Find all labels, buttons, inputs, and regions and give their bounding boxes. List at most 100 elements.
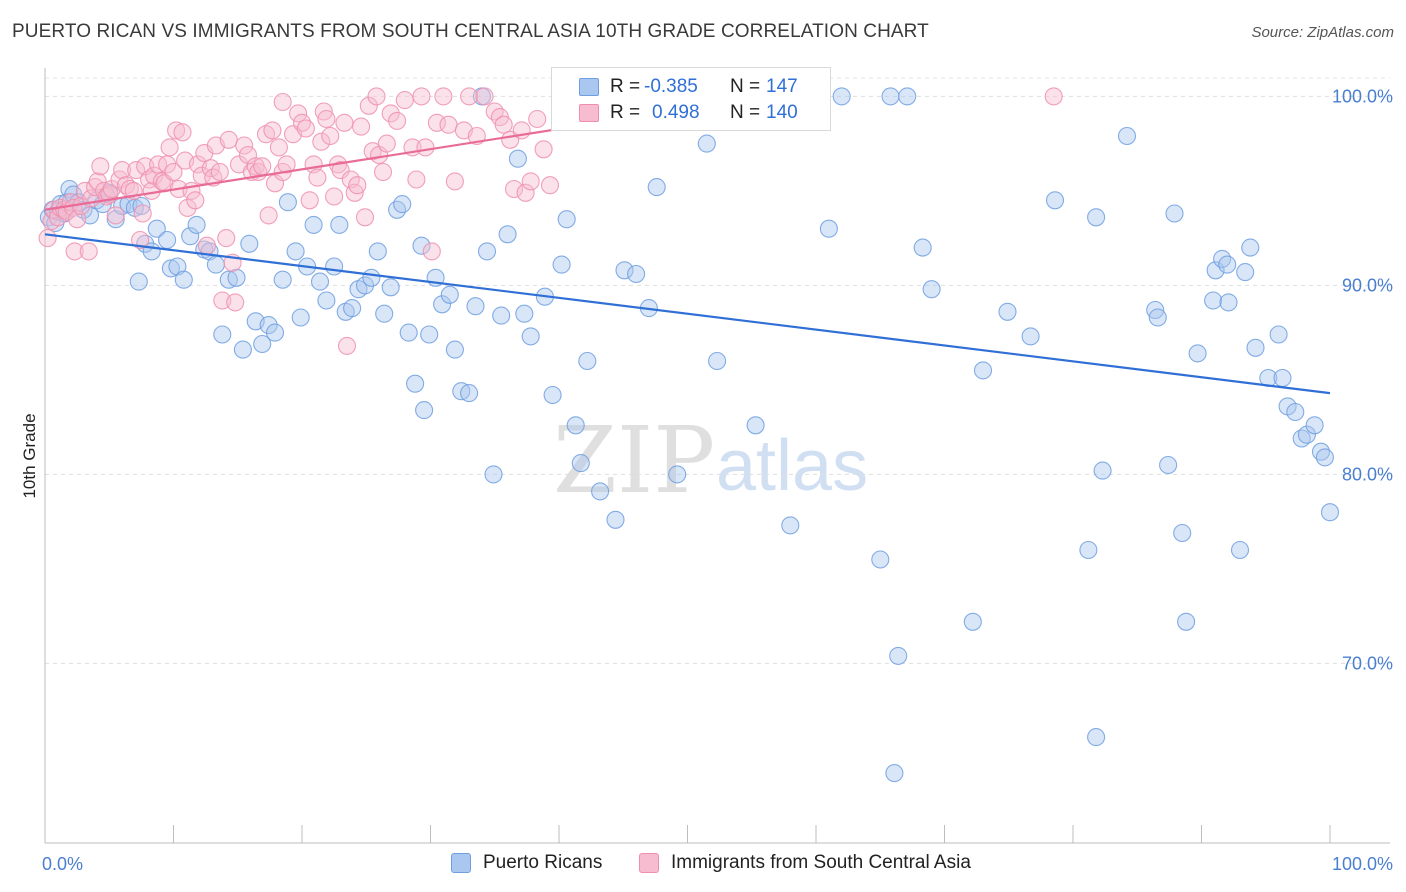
data-point <box>375 304 394 323</box>
data-point <box>819 219 838 238</box>
data-point <box>265 323 285 342</box>
data-point <box>566 416 585 435</box>
data-point <box>304 215 323 234</box>
data-point <box>1230 540 1250 560</box>
legend-n-value: 147 <box>766 76 798 97</box>
data-point <box>269 138 288 157</box>
data-point <box>289 104 308 123</box>
data-point <box>310 272 330 291</box>
data-point <box>1305 416 1324 435</box>
data-point <box>296 119 315 138</box>
data-point <box>355 208 375 227</box>
data-point <box>885 764 904 783</box>
data-point <box>406 374 425 393</box>
data-point <box>308 168 327 187</box>
data-point <box>606 510 625 529</box>
legend-r-value: 0.498 <box>652 102 700 123</box>
legend-n-label: N = <box>730 102 761 123</box>
data-point <box>393 195 412 214</box>
data-point <box>277 155 296 174</box>
data-point <box>647 178 666 197</box>
data-point <box>1315 448 1334 467</box>
data-point <box>160 138 179 157</box>
data-point <box>164 162 183 182</box>
data-point <box>132 196 151 216</box>
data-point <box>1148 308 1167 327</box>
data-point <box>1087 208 1106 227</box>
data-point <box>1204 291 1223 310</box>
data-point <box>314 102 333 121</box>
data-point <box>445 340 464 359</box>
data-point <box>113 161 132 180</box>
data-point <box>75 181 94 200</box>
data-point <box>158 230 177 250</box>
data-point <box>534 140 553 159</box>
legend-r-label: R = <box>610 76 641 97</box>
data-point <box>475 87 494 106</box>
data-point <box>515 304 534 323</box>
data-point <box>557 210 576 229</box>
data-point <box>317 291 336 310</box>
data-point <box>477 242 497 261</box>
bottom-legend-label: Puerto Ricans <box>483 852 603 873</box>
legend-swatch-blue <box>579 78 599 96</box>
data-point <box>331 161 350 180</box>
bottom-legend-swatch-pink <box>639 853 659 873</box>
data-point <box>1320 503 1340 522</box>
data-point <box>1246 338 1265 357</box>
data-point <box>1219 293 1238 312</box>
data-point <box>416 138 435 157</box>
data-point <box>898 87 917 106</box>
data-point <box>1146 300 1165 320</box>
data-point <box>161 259 180 278</box>
data-point <box>210 162 229 182</box>
legend-r-label: R = <box>610 102 641 123</box>
data-point <box>1206 261 1225 280</box>
data-point <box>922 280 941 299</box>
axes <box>44 68 1390 844</box>
data-point <box>174 270 193 289</box>
data-point <box>388 111 407 130</box>
data-point <box>973 361 993 380</box>
data-point <box>325 187 344 206</box>
data-point <box>362 268 381 287</box>
data-point <box>540 176 560 195</box>
y-tick-label: 70.0% <box>1342 653 1393 673</box>
data-point <box>355 276 375 295</box>
series-immigrants-south-central-asia <box>38 87 1063 355</box>
data-point <box>1087 728 1106 747</box>
data-point <box>343 299 362 318</box>
data-point <box>627 264 646 284</box>
data-point <box>998 302 1017 321</box>
data-point <box>1273 368 1292 388</box>
data-point <box>407 170 426 189</box>
data-point <box>412 236 431 255</box>
data-point <box>219 270 238 289</box>
data-point <box>485 102 504 121</box>
data-point <box>460 87 479 106</box>
data-point <box>508 149 527 168</box>
data-point <box>106 210 125 229</box>
data-point <box>1173 523 1192 543</box>
data-point <box>291 308 310 327</box>
data-point <box>1236 263 1255 282</box>
data-point <box>889 646 908 665</box>
y-tick-labels: 70.0% 80.0% 90.0% 100.0% <box>1332 86 1393 673</box>
data-point <box>528 109 547 129</box>
x-tick-label-max: 100.0% <box>1332 854 1393 874</box>
x-tick-label-min: 0.0% <box>42 854 83 874</box>
data-point <box>173 123 192 142</box>
watermark: ZIP atlas <box>553 407 868 514</box>
data-point <box>181 227 200 246</box>
legend-swatch-pink <box>579 104 599 122</box>
data-point <box>312 132 331 151</box>
data-point <box>1021 327 1040 346</box>
data-point <box>521 172 540 191</box>
legend-r-value: -0.385 <box>644 76 698 97</box>
legend-box: R = -0.385 N = 147 R = 0.498 N = 140 <box>551 67 831 131</box>
data-point <box>516 183 535 202</box>
data-point <box>492 306 511 325</box>
data-point <box>131 230 150 250</box>
data-point <box>233 340 252 359</box>
